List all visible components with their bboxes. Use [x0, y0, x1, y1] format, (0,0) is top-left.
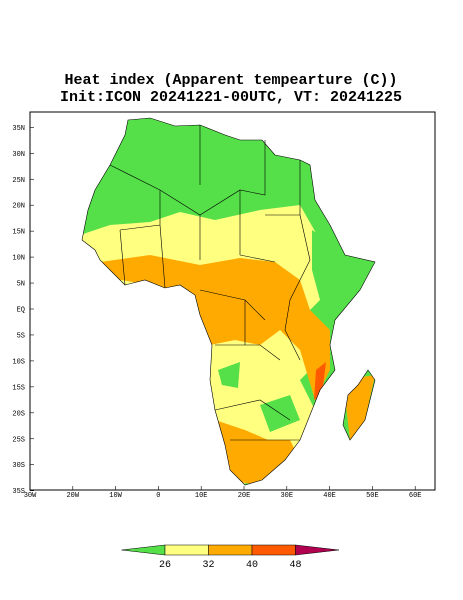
lat-tick-label: 5N	[17, 281, 25, 289]
lon-tick-label: 30E	[280, 492, 293, 500]
lat-tick-label: 20S	[12, 410, 25, 418]
lon-tick-label: 40E	[323, 492, 336, 500]
field-dark-orange	[314, 362, 326, 400]
lat-tick-label: 5S	[17, 332, 25, 340]
colorbar-segment	[208, 544, 253, 556]
lat-tick-label: 25N	[12, 177, 25, 185]
lon-tick-label: 60E	[409, 492, 422, 500]
title: Heat index (Apparent tempearture (C))	[64, 72, 397, 89]
subtitle: Init:ICON 20241221-00UTC, VT: 20241225	[60, 89, 402, 106]
lon-tick-label: 10E	[195, 492, 208, 500]
map-frame	[29, 111, 436, 491]
colorbar-segment	[164, 544, 209, 556]
country-borders	[81, 117, 376, 486]
colorbar-label: 40	[246, 560, 258, 571]
lon-tick-label: 20W	[66, 492, 79, 500]
colorbar-label: 48	[289, 560, 301, 571]
lat-tick-label: 10S	[12, 358, 25, 366]
colorbar-label: 32	[202, 560, 214, 571]
lat-tick-label: 35S	[12, 488, 25, 496]
lon-tick-label: 50E	[366, 492, 379, 500]
field-orange	[100, 255, 375, 485]
lat-tick-label: 30N	[12, 151, 25, 159]
colorbar: 26 32 40 48	[121, 544, 340, 571]
lat-tick-label: 25S	[12, 436, 25, 444]
lat-tick-label: 30S	[12, 462, 25, 470]
colorbar-segment	[251, 544, 296, 556]
lat-tick-label: 20N	[12, 203, 25, 211]
lon-tick-label: 10W	[109, 492, 122, 500]
lon-tick-label: 0	[156, 492, 160, 500]
colorbar-high	[295, 544, 340, 556]
colorbar-label: 26	[159, 560, 171, 571]
lat-tick-label: 10N	[12, 255, 25, 263]
lat-tick-label: 35N	[12, 125, 25, 133]
lat-tick-label: EQ	[17, 307, 25, 315]
lon-tick-label: 20E	[238, 492, 251, 500]
lon-tick-label: 30W	[24, 492, 37, 500]
lat-tick-label: 15S	[12, 384, 25, 392]
field-green-east	[218, 230, 375, 432]
lat-tick-label: 15N	[12, 229, 25, 237]
